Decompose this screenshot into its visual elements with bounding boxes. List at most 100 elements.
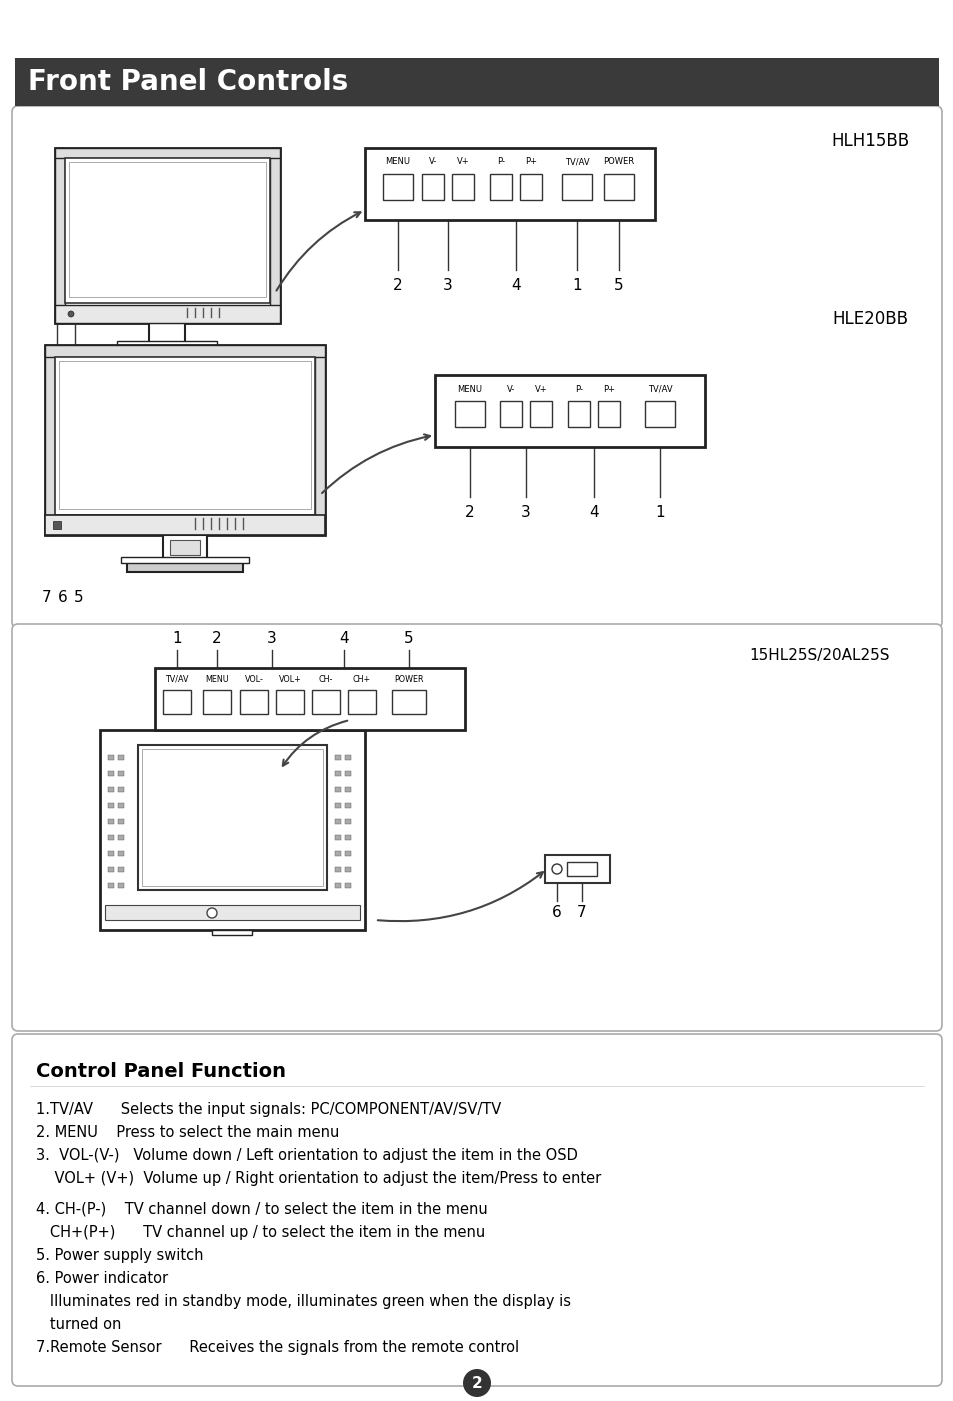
Text: V+: V+ — [456, 157, 469, 167]
Bar — [108, 755, 113, 759]
Bar — [118, 787, 124, 792]
Text: 4: 4 — [339, 630, 349, 646]
Text: 1: 1 — [172, 630, 182, 646]
Bar — [312, 691, 339, 715]
Text: 4. CH-(P-)    TV channel down / to select the item in the menu: 4. CH-(P-) TV channel down / to select t… — [36, 1202, 487, 1217]
Bar — [530, 401, 552, 427]
Text: 7: 7 — [42, 590, 51, 605]
Bar — [118, 820, 124, 824]
Bar — [567, 401, 589, 427]
Text: 1: 1 — [572, 277, 581, 293]
Text: TV/AV: TV/AV — [165, 674, 189, 684]
Bar — [163, 691, 191, 715]
Bar — [122, 343, 212, 353]
Bar — [108, 850, 113, 856]
Text: 1: 1 — [655, 504, 664, 520]
Text: 15HL25S/20AL25S: 15HL25S/20AL25S — [749, 649, 889, 663]
Bar — [392, 691, 426, 715]
Bar — [121, 558, 249, 563]
Text: 7: 7 — [52, 387, 62, 401]
Bar — [118, 883, 124, 888]
Text: 6. Power indicator: 6. Power indicator — [36, 1271, 168, 1286]
Circle shape — [552, 864, 561, 874]
Bar — [335, 820, 340, 824]
Bar — [170, 539, 200, 555]
Bar — [55, 305, 280, 324]
Text: TV/AV: TV/AV — [564, 157, 589, 167]
Text: P+: P+ — [524, 157, 537, 167]
Text: 7: 7 — [577, 905, 586, 920]
Bar — [55, 149, 65, 324]
Text: 5: 5 — [404, 630, 414, 646]
Bar — [45, 345, 55, 535]
Text: MENU: MENU — [205, 674, 229, 684]
Bar — [59, 361, 311, 509]
Bar — [348, 691, 375, 715]
Bar — [108, 771, 113, 776]
Text: 1.TV/AV      Selects the input signals: PC/COMPONENT/AV/SV/TV: 1.TV/AV Selects the input signals: PC/CO… — [36, 1103, 500, 1117]
Text: 7.Remote Sensor      Receives the signals from the remote control: 7.Remote Sensor Receives the signals fro… — [36, 1339, 518, 1355]
Bar — [212, 930, 252, 934]
Circle shape — [462, 1369, 491, 1397]
Bar — [45, 345, 325, 535]
Text: POWER: POWER — [603, 157, 634, 167]
Bar — [55, 357, 314, 516]
Bar — [108, 867, 113, 871]
Circle shape — [68, 311, 74, 317]
Bar — [127, 560, 243, 572]
Text: 6: 6 — [58, 590, 68, 605]
Text: P-: P- — [497, 157, 504, 167]
Bar — [519, 174, 541, 200]
Bar — [142, 750, 323, 885]
Bar — [105, 905, 359, 920]
Bar — [65, 158, 270, 303]
Bar — [118, 850, 124, 856]
Bar — [108, 820, 113, 824]
Bar — [452, 174, 474, 200]
Bar — [345, 755, 351, 759]
Text: CH+(P+)      TV channel up / to select the item in the menu: CH+(P+) TV channel up / to select the it… — [36, 1224, 485, 1240]
Text: 2: 2 — [212, 630, 222, 646]
FancyBboxPatch shape — [12, 623, 941, 1031]
Bar — [499, 401, 521, 427]
Bar — [45, 516, 325, 535]
Text: HLE20BB: HLE20BB — [831, 310, 907, 328]
Bar — [603, 174, 634, 200]
Text: 2: 2 — [471, 1376, 482, 1391]
Bar — [335, 850, 340, 856]
Bar — [335, 867, 340, 871]
Bar — [345, 771, 351, 776]
Text: 5: 5 — [614, 277, 623, 293]
Bar — [382, 174, 413, 200]
Text: V-: V- — [506, 384, 515, 394]
Text: 5: 5 — [74, 590, 84, 605]
Bar — [45, 345, 325, 357]
Text: 6: 6 — [71, 387, 80, 401]
Bar — [118, 803, 124, 808]
Bar — [203, 691, 231, 715]
Bar — [644, 401, 675, 427]
Bar — [345, 867, 351, 871]
Bar — [345, 850, 351, 856]
Bar — [544, 855, 609, 883]
Text: Front Panel Controls: Front Panel Controls — [28, 69, 348, 97]
Text: turned on: turned on — [36, 1317, 121, 1332]
Bar — [69, 163, 266, 297]
Text: POWER: POWER — [394, 674, 423, 684]
Bar — [163, 535, 207, 560]
Text: 5. Power supply switch: 5. Power supply switch — [36, 1248, 203, 1262]
Bar — [55, 149, 280, 158]
Text: Control Panel Function: Control Panel Function — [36, 1062, 286, 1082]
Bar — [335, 803, 340, 808]
Bar — [335, 755, 340, 759]
Bar — [118, 771, 124, 776]
Bar — [55, 149, 280, 324]
Text: 2. MENU    Press to select the main menu: 2. MENU Press to select the main menu — [36, 1125, 339, 1140]
Bar — [345, 883, 351, 888]
Bar — [108, 803, 113, 808]
Bar — [345, 803, 351, 808]
Bar — [118, 835, 124, 841]
Bar — [335, 771, 340, 776]
Bar — [117, 340, 216, 346]
Bar — [15, 57, 938, 106]
